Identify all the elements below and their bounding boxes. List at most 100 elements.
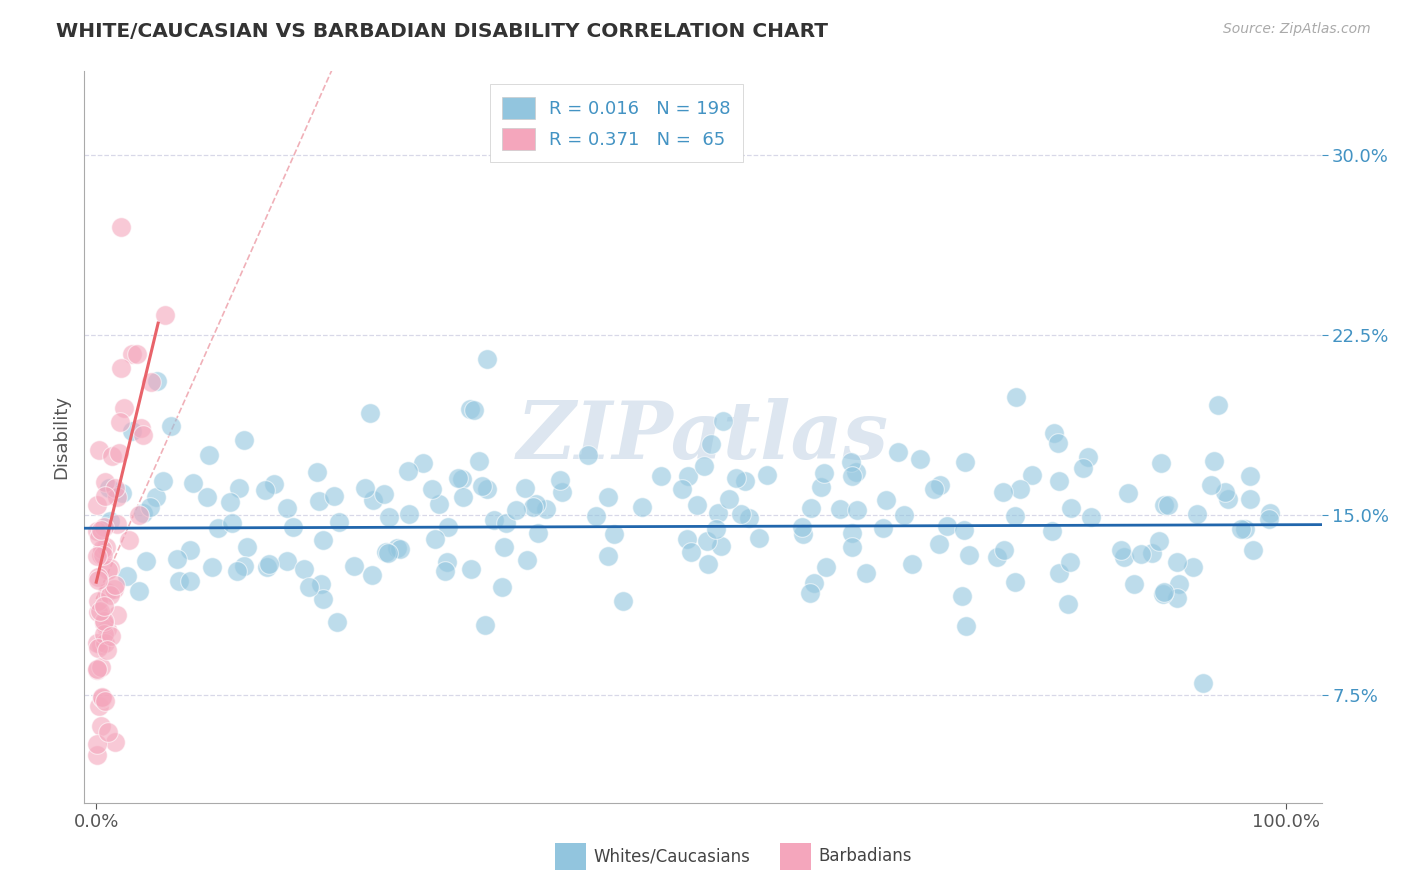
Point	[127, 347, 149, 361]
Point	[429, 497, 451, 511]
Point	[475, 482, 498, 496]
Point	[1185, 507, 1208, 521]
Point	[950, 589, 973, 603]
Point	[128, 583, 150, 598]
Point	[711, 414, 734, 428]
Point	[152, 475, 174, 489]
Point	[86, 663, 108, 677]
Point	[650, 469, 672, 483]
Point	[1153, 585, 1175, 599]
Point	[342, 559, 364, 574]
Point	[359, 406, 381, 420]
Point	[93, 615, 115, 630]
Point	[112, 401, 135, 416]
Point	[145, 490, 167, 504]
Point	[1199, 478, 1222, 492]
Point	[361, 492, 384, 507]
Point	[1056, 597, 1078, 611]
Point	[1191, 676, 1213, 690]
Point	[1059, 555, 1081, 569]
Point	[96, 623, 118, 637]
Point	[232, 558, 254, 573]
Point	[207, 521, 229, 535]
Point	[1147, 534, 1170, 549]
Point	[612, 594, 634, 608]
Point	[135, 554, 157, 568]
Point	[100, 514, 122, 528]
Point	[374, 545, 396, 559]
Point	[1258, 511, 1281, 525]
Point	[803, 576, 825, 591]
Point	[471, 479, 494, 493]
Point	[718, 491, 741, 506]
Point	[474, 618, 496, 632]
Point	[93, 520, 115, 534]
Point	[128, 508, 150, 522]
Point	[98, 588, 121, 602]
Point	[219, 495, 242, 509]
Point	[96, 585, 118, 599]
Point	[451, 472, 474, 486]
Point	[451, 491, 474, 505]
Point	[495, 516, 517, 530]
Point	[1047, 566, 1070, 580]
Point	[585, 508, 607, 523]
Point	[91, 548, 114, 562]
Point	[198, 448, 221, 462]
Point	[929, 478, 952, 492]
Point	[195, 490, 218, 504]
Point	[412, 456, 434, 470]
Point	[167, 574, 190, 588]
Point	[87, 698, 110, 713]
Point	[1150, 456, 1173, 470]
Point	[986, 549, 1008, 564]
Point	[813, 466, 835, 480]
Point	[225, 564, 247, 578]
Point	[104, 578, 127, 592]
Point	[872, 520, 894, 534]
Point	[460, 562, 482, 576]
Point	[524, 497, 547, 511]
Point	[738, 510, 761, 524]
Point	[179, 542, 201, 557]
Point	[105, 517, 128, 532]
Point	[679, 545, 702, 559]
Point	[328, 516, 350, 530]
Point	[841, 526, 863, 541]
Point	[90, 691, 112, 706]
Point	[93, 615, 115, 629]
Point	[93, 627, 115, 641]
Point	[1260, 506, 1282, 520]
Point	[748, 531, 770, 545]
Point	[108, 446, 131, 460]
Point	[323, 489, 346, 503]
Point	[437, 519, 460, 533]
Point	[97, 481, 120, 495]
Point	[155, 308, 177, 322]
Point	[675, 532, 697, 546]
Point	[526, 526, 548, 541]
Point	[993, 543, 1015, 558]
Point	[1157, 498, 1180, 512]
Point	[463, 403, 485, 417]
Point	[139, 500, 162, 515]
Point	[1182, 560, 1205, 574]
Point	[110, 361, 132, 376]
Point	[935, 518, 957, 533]
Point	[1239, 491, 1261, 506]
Point	[631, 500, 654, 514]
Point	[361, 567, 384, 582]
Point	[111, 486, 134, 500]
Point	[1166, 555, 1188, 569]
Point	[90, 660, 112, 674]
Point	[129, 421, 152, 435]
Point	[839, 455, 862, 469]
Point	[710, 539, 733, 553]
Point	[354, 481, 377, 495]
Point	[233, 433, 256, 447]
Point	[678, 468, 700, 483]
Point	[90, 719, 112, 733]
Point	[1021, 468, 1043, 483]
Point	[94, 693, 117, 707]
Point	[373, 487, 395, 501]
